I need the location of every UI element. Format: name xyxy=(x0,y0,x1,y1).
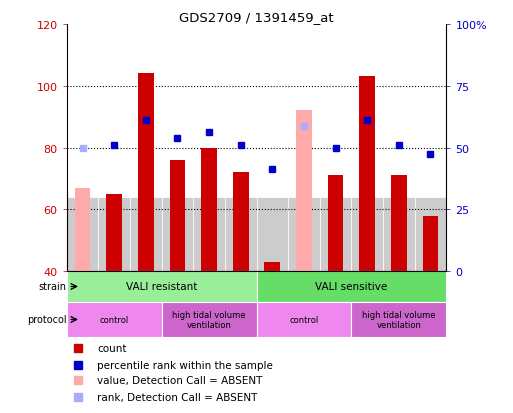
Text: control: control xyxy=(289,315,319,324)
Bar xyxy=(351,302,446,337)
Bar xyxy=(225,198,256,272)
Bar xyxy=(383,198,415,272)
Bar xyxy=(296,111,312,272)
Bar xyxy=(130,198,162,272)
Bar xyxy=(423,216,439,272)
Text: rank, Detection Call = ABSENT: rank, Detection Call = ABSENT xyxy=(97,392,258,402)
Text: strain: strain xyxy=(38,282,67,292)
Title: GDS2709 / 1391459_at: GDS2709 / 1391459_at xyxy=(179,11,334,24)
Bar xyxy=(328,176,344,272)
Bar xyxy=(106,195,122,272)
Text: protocol: protocol xyxy=(27,315,67,325)
Bar xyxy=(359,77,375,272)
Text: value, Detection Call = ABSENT: value, Detection Call = ABSENT xyxy=(97,375,263,385)
Bar xyxy=(98,198,130,272)
Bar xyxy=(256,198,288,272)
Bar xyxy=(74,188,90,272)
Bar xyxy=(162,302,256,337)
Bar xyxy=(162,198,193,272)
Bar xyxy=(138,74,154,272)
Bar xyxy=(288,198,320,272)
Bar xyxy=(264,262,280,272)
Bar xyxy=(193,198,225,272)
Text: percentile rank within the sample: percentile rank within the sample xyxy=(97,360,273,370)
Bar xyxy=(67,198,98,272)
Bar xyxy=(320,198,351,272)
Bar xyxy=(256,302,351,337)
Bar xyxy=(256,272,446,302)
Bar xyxy=(415,198,446,272)
Text: high tidal volume
ventilation: high tidal volume ventilation xyxy=(362,310,436,330)
Text: high tidal volume
ventilation: high tidal volume ventilation xyxy=(172,310,246,330)
Bar xyxy=(351,198,383,272)
Text: count: count xyxy=(97,343,127,353)
Bar xyxy=(201,148,217,272)
Bar xyxy=(169,161,185,272)
Text: control: control xyxy=(100,315,129,324)
Text: VALI resistant: VALI resistant xyxy=(126,282,198,292)
Text: VALI sensitive: VALI sensitive xyxy=(315,282,387,292)
Bar xyxy=(67,272,256,302)
Bar xyxy=(67,302,162,337)
Bar xyxy=(233,173,249,272)
Bar xyxy=(391,176,407,272)
